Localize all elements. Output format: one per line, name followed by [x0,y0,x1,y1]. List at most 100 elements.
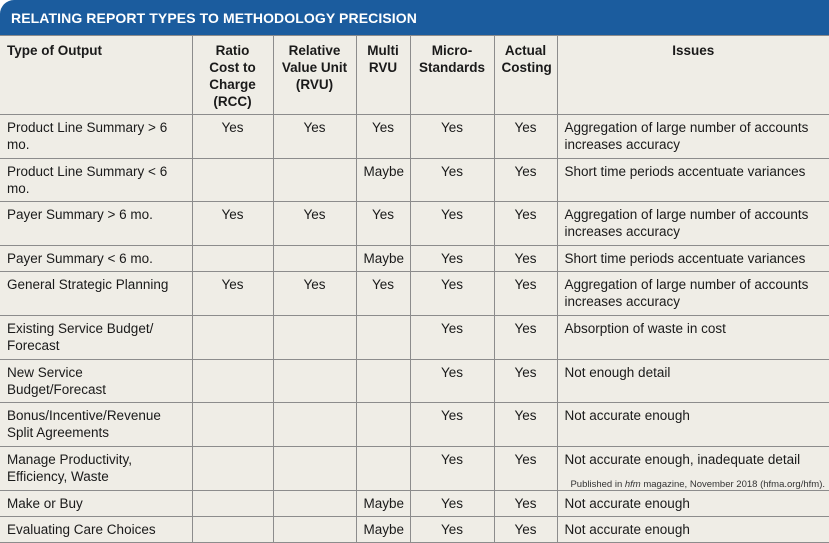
method-cell: Yes [409,490,495,517]
method-cell: Yes [409,402,495,447]
table-row: New Service Budget/Forecast Yes Yes Not eno… [0,359,829,403]
method-cell: Yes [493,359,558,403]
method-cell: Yes [493,516,558,543]
method-cell: Maybe [355,245,411,272]
output-type-cell: Evaluating Care Choices [0,516,193,543]
method-cell: Yes [493,245,558,272]
method-cell: Yes [409,315,495,360]
issues-cell: Not accurate enough [556,516,829,543]
method-cell [191,490,274,517]
output-type-cell: Product Line Summary > 6 mo. [0,114,193,159]
column-header: Relative Value Unit (RVU) [272,35,357,115]
method-cell [191,446,274,491]
method-cell: Yes [409,359,495,403]
column-header: Actual Costing [493,35,558,115]
method-cell [191,315,274,360]
issues-cell: Short time periods accentuate variances [556,158,829,202]
method-cell: Yes [409,271,495,316]
output-type-cell: New Service Budget/Forecast [0,359,193,403]
table-row: Payer Summary < 6 mo. Maybe Yes Yes Short ti… [0,245,829,272]
output-type-cell: Payer Summary > 6 mo. [0,201,193,246]
method-cell: Maybe [355,516,411,543]
header-row: Type of Output Ratio Cost to Charge (RCC)… [0,35,829,115]
method-cell: Yes [409,446,495,491]
column-header: Type of Output [0,35,193,115]
method-cell: Yes [493,402,558,447]
method-cell: Yes [409,516,495,543]
method-cell [355,315,411,360]
table-row: Bonus/Incentive/Revenue Split Agreements… [0,402,829,447]
issues-cell: Not enough detail [556,359,829,403]
table-row: Product Line Summary > 6 mo. Yes Yes Yes Yes… [0,114,829,159]
footer-magazine: hfm [624,479,641,490]
title-bar: RELATING REPORT TYPES TO METHODOLOGY PRE… [0,0,829,35]
issues-cell: Aggregation of large number of accounts … [556,271,829,316]
method-cell: Yes [493,201,558,246]
method-cell [272,359,357,403]
method-cell [272,402,357,447]
method-cell [272,446,357,491]
output-type-cell: Manage Productivity, Efficiency, Waste [0,446,193,491]
method-cell [191,359,274,403]
output-type-cell: Existing Service Budget/ Forecast [0,315,193,360]
table-row: Existing Service Budget/ Forecast Yes Yes A… [0,315,829,360]
method-cell: Yes [191,271,274,316]
method-cell [191,245,274,272]
method-cell: Yes [409,201,495,246]
method-cell: Yes [493,315,558,360]
method-cell: Yes [493,114,558,159]
table-row: Product Line Summary < 6 mo. Maybe Yes Yes S… [0,158,829,202]
method-cell: Yes [409,245,495,272]
table-row: Payer Summary > 6 mo. Yes Yes Yes Yes Yes Aggr… [0,201,829,246]
method-cell: Yes [493,446,558,491]
method-cell [191,516,274,543]
method-cell: Yes [272,114,357,159]
method-cell [272,245,357,272]
table-row: General Strategic Planning Yes Yes Yes Yes Ye… [0,271,829,316]
column-header: Ratio Cost to Charge (RCC) [191,35,274,115]
method-cell: Yes [409,114,495,159]
method-cell: Yes [355,271,411,316]
output-type-cell: Bonus/Incentive/Revenue Split Agreements [0,402,193,447]
output-type-cell: General Strategic Planning [0,271,193,316]
table-title: RELATING REPORT TYPES TO METHODOLOGY PRE… [11,10,417,26]
method-cell: Yes [191,201,274,246]
footer-prefix: Published in [570,479,625,490]
method-cell [355,402,411,447]
issues-cell: Not accurate enough, inadequate detail [556,446,829,491]
footer-suffix: magazine, November 2018 (hfma.org/hfm). [640,479,825,490]
method-cell [355,359,411,403]
footer-credit: Published in hfm magazine, November 2018… [570,479,825,490]
issues-cell: Aggregation of large number of accounts … [556,114,829,159]
issues-cell: Not accurate enough [556,490,829,517]
output-type-cell: Payer Summary < 6 mo. [0,245,193,272]
method-cell [191,158,274,202]
method-cell [355,446,411,491]
methodology-table: Type of Output Ratio Cost to Charge (RCC)… [0,35,829,543]
table-row: Evaluating Care Choices Maybe Yes Yes Not ac… [0,516,829,543]
method-cell: Yes [493,271,558,316]
method-cell: Yes [355,114,411,159]
method-cell [272,158,357,202]
method-cell: Yes [493,158,558,202]
method-cell [272,315,357,360]
issues-cell: Not accurate enough [556,402,829,447]
method-cell [272,516,357,543]
method-cell [272,490,357,517]
method-cell: Yes [493,490,558,517]
method-cell: Yes [191,114,274,159]
column-header: Issues [556,35,829,115]
issues-cell: Aggregation of large number of accounts … [556,201,829,246]
output-type-cell: Make or Buy [0,490,193,517]
method-cell: Yes [409,158,495,202]
method-cell: Yes [272,201,357,246]
column-header: Multi RVU [355,35,411,115]
method-cell: Yes [272,271,357,316]
method-cell: Yes [355,201,411,246]
method-cell [191,402,274,447]
method-cell: Maybe [355,490,411,517]
issues-cell: Absorption of waste in cost [556,315,829,360]
table-row: Make or Buy Maybe Yes Yes Not accurate enoug… [0,490,829,517]
issues-cell: Short time periods accentuate variances [556,245,829,272]
column-header: Micro-Standards [409,35,495,115]
